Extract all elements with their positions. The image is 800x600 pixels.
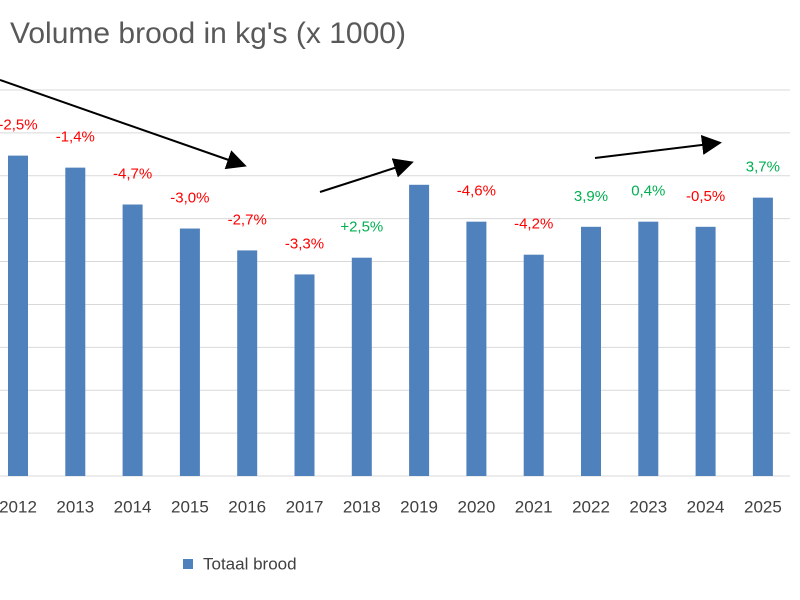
- x-tick-label: 2013: [56, 497, 94, 516]
- bar: [409, 184, 430, 477]
- x-tick-label: 2016: [228, 497, 266, 516]
- chart-title: Volume brood in kg's (x 1000): [10, 17, 406, 50]
- change-label: -2,5%: [0, 117, 38, 134]
- change-label: -2,7%: [228, 211, 267, 228]
- x-tick-label: 2022: [572, 497, 610, 516]
- x-tick-label: 2020: [457, 497, 495, 516]
- change-label: -4,2%: [514, 216, 553, 233]
- bar: [65, 167, 86, 476]
- x-tick-label: 2024: [687, 497, 725, 516]
- bar: [351, 257, 372, 476]
- x-tick-label: 2025: [744, 497, 782, 516]
- change-label: -0,5%: [686, 188, 725, 205]
- x-tick-label: 2017: [286, 497, 324, 516]
- change-label: +2,5%: [340, 219, 383, 236]
- bar: [294, 274, 315, 476]
- trend-arrow: [594, 135, 722, 159]
- x-tick-label: 2012: [0, 497, 37, 516]
- change-label: 3,7%: [746, 159, 780, 176]
- change-label: 3,9%: [574, 188, 608, 205]
- bar: [237, 250, 258, 476]
- change-label: -3,3%: [285, 235, 324, 252]
- x-tick-label: 2019: [400, 497, 438, 516]
- trend-arrow: [0, 79, 247, 170]
- bar: [179, 228, 200, 476]
- bar: [523, 254, 544, 476]
- x-tick-label: 2023: [629, 497, 667, 516]
- change-label: -4,7%: [113, 165, 152, 182]
- bar: [695, 226, 716, 476]
- bar: [752, 197, 773, 476]
- x-tick-label: 2021: [515, 497, 553, 516]
- change-label: 0,4%: [631, 183, 665, 200]
- bar: [466, 221, 487, 476]
- x-tick-label: 2015: [171, 497, 209, 516]
- change-label: -3,0%: [170, 189, 209, 206]
- legend-label: Totaal brood: [203, 554, 297, 573]
- bar: [122, 204, 143, 476]
- trend-arrow: [319, 158, 414, 193]
- bar: [638, 221, 659, 476]
- bar: [581, 226, 601, 476]
- change-label: -1,4%: [56, 129, 95, 146]
- legend-swatch: [183, 559, 193, 569]
- change-label: -4,6%: [457, 183, 496, 200]
- x-tick-label: 2018: [343, 497, 381, 516]
- bar: [8, 155, 28, 476]
- x-tick-label: 2014: [114, 497, 152, 516]
